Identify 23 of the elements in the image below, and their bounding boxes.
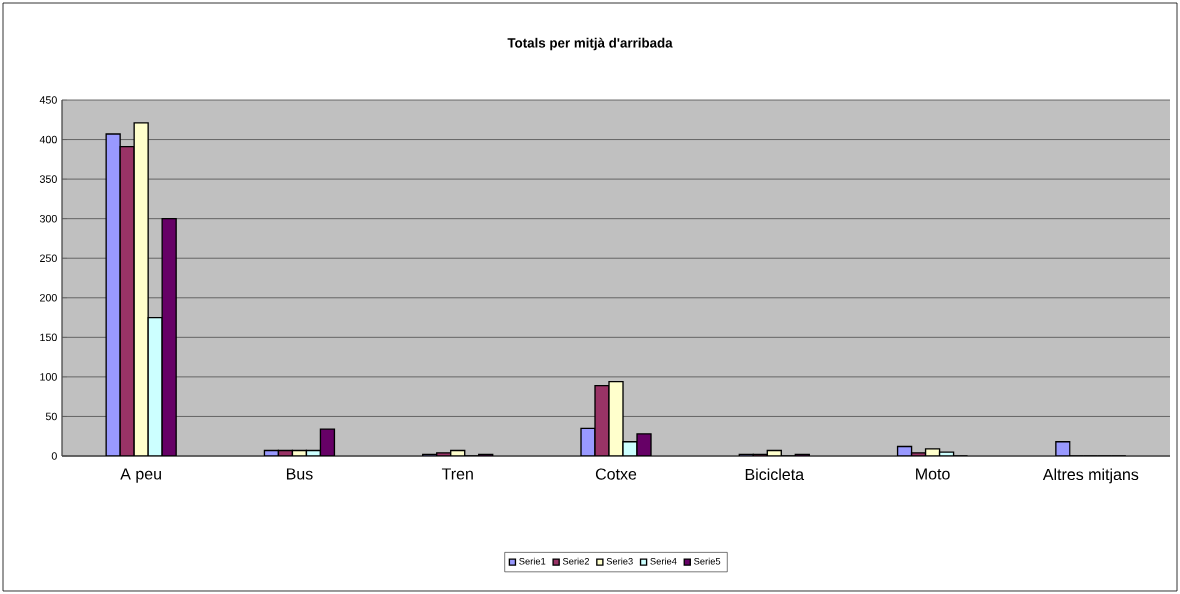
y-tick-label: 100: [40, 373, 57, 381]
legend-label: Serie1: [519, 557, 546, 565]
x-tick-label: Cotxe: [595, 468, 637, 480]
chart-title: Totals per mitjà d'arribada: [507, 37, 673, 51]
legend-label: Serie3: [606, 557, 633, 565]
y-tick-label: 450: [39, 96, 57, 104]
y-tick-label: 50: [45, 412, 57, 421]
legend-label: Serie5: [694, 557, 721, 565]
legend-label: Serie2: [562, 557, 590, 565]
x-tick-label: Bus: [286, 468, 313, 480]
y-tick-label: 150: [40, 333, 57, 342]
x-tick-label: Bicicleta: [745, 468, 805, 481]
x-tick-label: Altres mitjans: [1042, 468, 1139, 484]
y-tick-label: 250: [40, 254, 57, 262]
y-tick-label: 200: [40, 294, 57, 302]
y-tick-label: 400: [39, 135, 57, 144]
legend-label: Serie4: [650, 557, 677, 565]
x-tick-label: Moto: [916, 468, 950, 480]
x-tick-label: A peu: [120, 468, 161, 483]
y-tick-label: 0: [51, 452, 57, 460]
x-tick-label: Tren: [441, 468, 473, 480]
y-tick-label: 300: [39, 214, 57, 223]
y-tick-label: 350: [39, 175, 57, 183]
